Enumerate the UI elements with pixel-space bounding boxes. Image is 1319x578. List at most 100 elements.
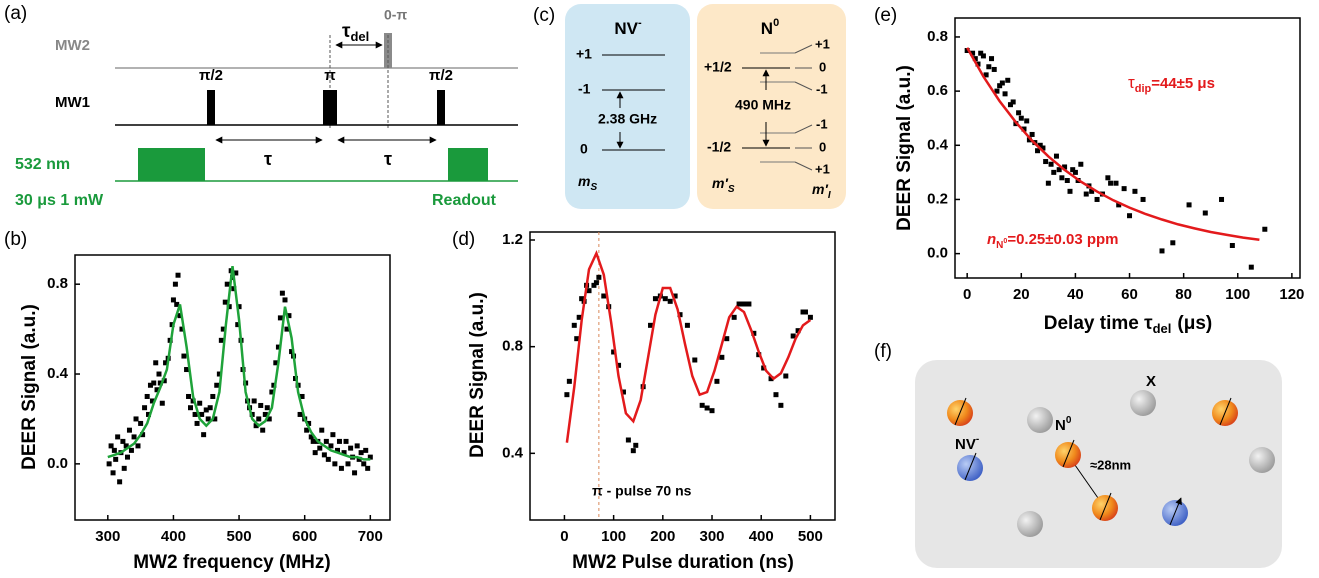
data-point [972, 56, 978, 62]
data-point [709, 408, 715, 414]
data-point [142, 405, 148, 411]
data-point [226, 304, 232, 310]
data-point [1024, 118, 1030, 124]
data-point [652, 296, 658, 302]
data-point [1007, 102, 1013, 108]
x-axis-label: MW2 frequency (MHz) [133, 552, 330, 573]
y-tick-label: 0.8 [502, 338, 523, 355]
data-point [220, 326, 226, 332]
dark-spin [1130, 390, 1156, 416]
data-point [1018, 115, 1024, 121]
data-point [773, 392, 779, 398]
data-point [1040, 145, 1046, 151]
data-point [768, 376, 774, 382]
data-point [648, 322, 654, 328]
data-point [1094, 196, 1100, 202]
data-point [188, 405, 193, 411]
data-point [323, 438, 329, 444]
data-point [120, 438, 126, 444]
data-point [186, 393, 192, 399]
x-tick-label: 120 [1279, 286, 1304, 303]
data-point [1059, 175, 1065, 181]
data-point [264, 405, 270, 411]
data-point [1113, 180, 1119, 186]
data-point [212, 416, 218, 422]
data-point [672, 293, 678, 299]
data-point [352, 470, 358, 476]
splitting: 2.38 GHz [598, 111, 657, 127]
dark-spin [1249, 447, 1275, 473]
sublevel-label: 0 [819, 139, 826, 154]
panel-label: (a) [4, 3, 27, 24]
y-tick-label: 0.0 [927, 245, 948, 262]
n0-box [697, 4, 846, 209]
data-point [230, 274, 235, 280]
data-point [1127, 213, 1133, 219]
data-point [341, 450, 347, 456]
laser-label: 30 μs 1 mW [15, 192, 104, 209]
data-point [319, 427, 325, 433]
data-point [1089, 188, 1095, 194]
pulse [323, 90, 337, 125]
sublevel-label: +1 [815, 36, 830, 51]
y-axis-label: DEER Signal (a.u.) [467, 292, 488, 458]
data-point [312, 450, 318, 456]
mw2-pulse-label: 0-π [384, 7, 407, 23]
x-tick-label: 60 [1121, 286, 1138, 303]
data-point [184, 367, 190, 373]
y-tick-label: 0.4 [927, 136, 949, 153]
x-tick-label: 500 [227, 528, 252, 545]
data-point [1029, 131, 1035, 137]
y-tick-label: 0.8 [927, 28, 948, 45]
data-point [579, 296, 585, 302]
data-point [273, 360, 279, 366]
data-point [1072, 169, 1078, 175]
data-point [147, 382, 153, 388]
data-point [677, 312, 683, 318]
data-point [201, 432, 207, 438]
data-point [807, 314, 813, 320]
channel-label: MW2 [55, 37, 90, 54]
data-point [1070, 167, 1076, 173]
x-tick-label: 40 [1067, 286, 1084, 303]
distance-label: ≈28nm [1090, 457, 1131, 472]
plot-frame [529, 231, 836, 521]
data-point [169, 322, 175, 328]
data-point [625, 437, 631, 443]
panel-label: (c) [533, 5, 555, 26]
nv-label: NV- [955, 434, 979, 453]
data-point [633, 442, 639, 448]
sublevel-label: -1 [816, 81, 828, 96]
annotation: π - pulse 70 ns [592, 483, 692, 499]
data-point [275, 344, 281, 350]
data-point [343, 438, 349, 444]
data-point [1202, 210, 1208, 216]
pulse-label: π/2 [199, 67, 223, 84]
data-point [297, 411, 303, 417]
x-tick-label: 100 [1225, 286, 1250, 303]
data-point [611, 349, 617, 355]
data-point [620, 389, 626, 395]
data-point [1062, 164, 1068, 170]
pulse-label: π [324, 67, 336, 84]
data-point [123, 443, 129, 449]
data-point [790, 333, 796, 339]
x-tick-label: 20 [1013, 286, 1030, 303]
data-point [596, 274, 602, 280]
data-point [1186, 202, 1192, 208]
data-point [365, 465, 371, 471]
data-point [704, 405, 710, 411]
data-point [667, 298, 673, 304]
laser-pulse [448, 148, 488, 181]
tau-del: τdel [342, 21, 369, 44]
data-point [154, 387, 160, 393]
pulse-label: π/2 [429, 67, 453, 84]
sublevel-label: 0 [819, 59, 826, 74]
data-point [175, 272, 181, 278]
dark-spin [1027, 407, 1053, 433]
data-point [328, 443, 334, 449]
level-label: -1 [578, 81, 591, 97]
x-tick-label: 0 [560, 528, 568, 545]
pulse [207, 90, 215, 125]
